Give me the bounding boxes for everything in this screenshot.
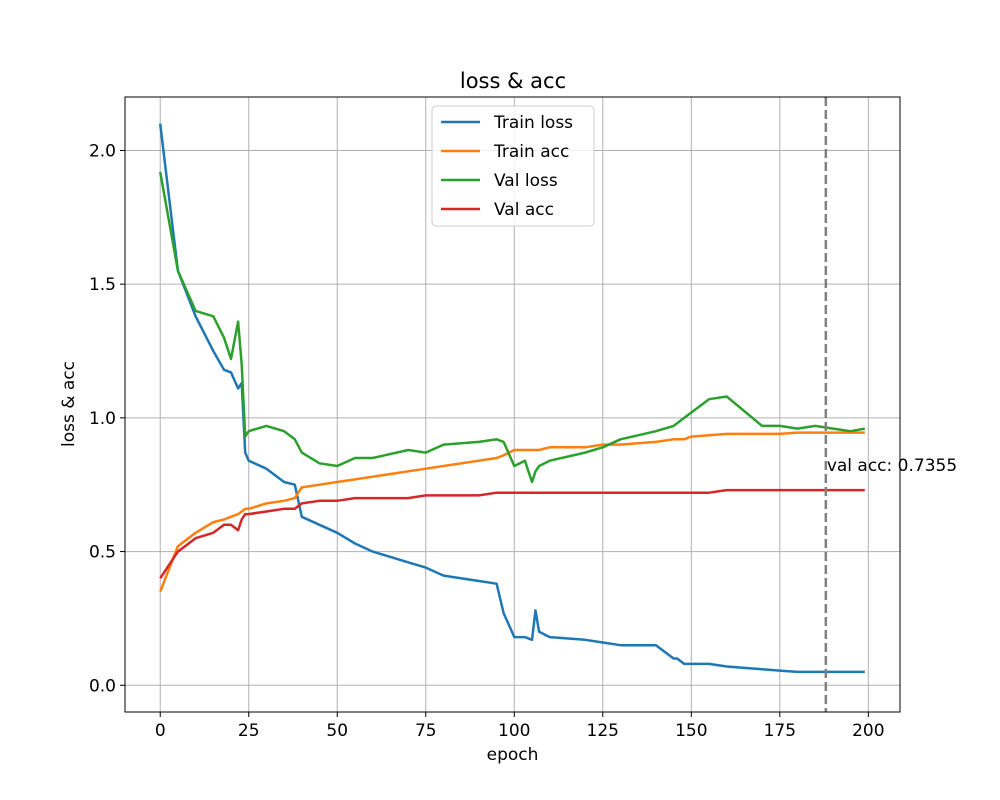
legend-label-3: Val acc [494,200,554,220]
annotation-label: val acc: 0.7355 [827,456,957,476]
x-tick-label: 200 [852,721,884,741]
x-tick-label: 125 [587,721,619,741]
y-axis-ticks: 0.0 0.5 1.0 1.5 2.0 [89,141,125,696]
legend-label-1: Train acc [493,142,569,162]
y-tick-label: 1.0 [89,409,116,429]
legend-box [431,105,595,227]
y-tick-label: 0.0 [89,676,116,696]
x-tick-label: 150 [675,721,707,741]
plot-frame [124,96,901,713]
x-tick-label: 100 [498,721,530,741]
series-line-3 [159,488,865,579]
x-axis-label: epoch [487,745,539,765]
x-axis-ticks: 0 25 50 75 100 125 150 175 200 [155,712,885,741]
y-tick-label: 2.0 [89,141,116,161]
x-tick-label: 25 [238,721,260,741]
legend-label-2: Val loss [494,171,558,191]
legend-label-0: Train loss [493,113,573,133]
y-tick-label: 0.5 [89,543,116,563]
x-tick-label: 75 [415,721,437,741]
y-tick-label: 1.5 [89,275,116,295]
x-tick-label: 175 [764,721,796,741]
series-line-2 [158,171,866,484]
x-tick-label: 0 [155,721,166,741]
x-tick-label: 50 [326,721,348,741]
series-line-1 [159,431,865,593]
series-lines [158,123,866,674]
chart-title: loss & acc [460,69,566,93]
y-axis-label: loss & acc [59,361,79,447]
legend: Train loss Train acc Val loss Val acc [431,105,595,227]
